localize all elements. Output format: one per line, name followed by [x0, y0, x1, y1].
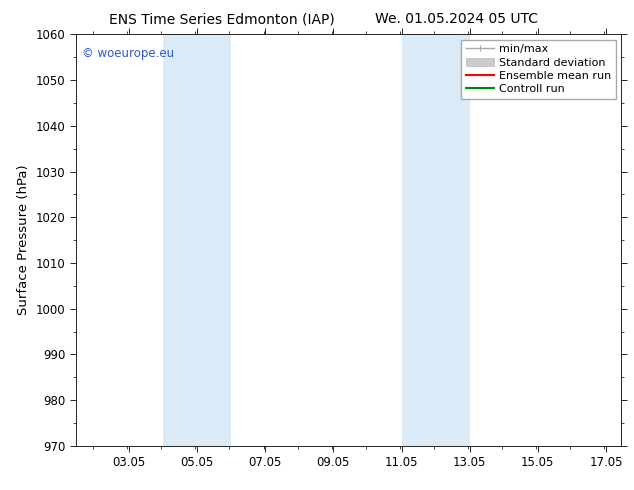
Legend: min/max, Standard deviation, Ensemble mean run, Controll run: min/max, Standard deviation, Ensemble me… — [462, 40, 616, 99]
Text: © woeurope.eu: © woeurope.eu — [82, 47, 174, 60]
Text: We. 01.05.2024 05 UTC: We. 01.05.2024 05 UTC — [375, 12, 538, 26]
Bar — [401, 34, 470, 446]
Bar — [163, 34, 231, 446]
Y-axis label: Surface Pressure (hPa): Surface Pressure (hPa) — [17, 165, 30, 316]
Text: ENS Time Series Edmonton (IAP): ENS Time Series Edmonton (IAP) — [109, 12, 335, 26]
